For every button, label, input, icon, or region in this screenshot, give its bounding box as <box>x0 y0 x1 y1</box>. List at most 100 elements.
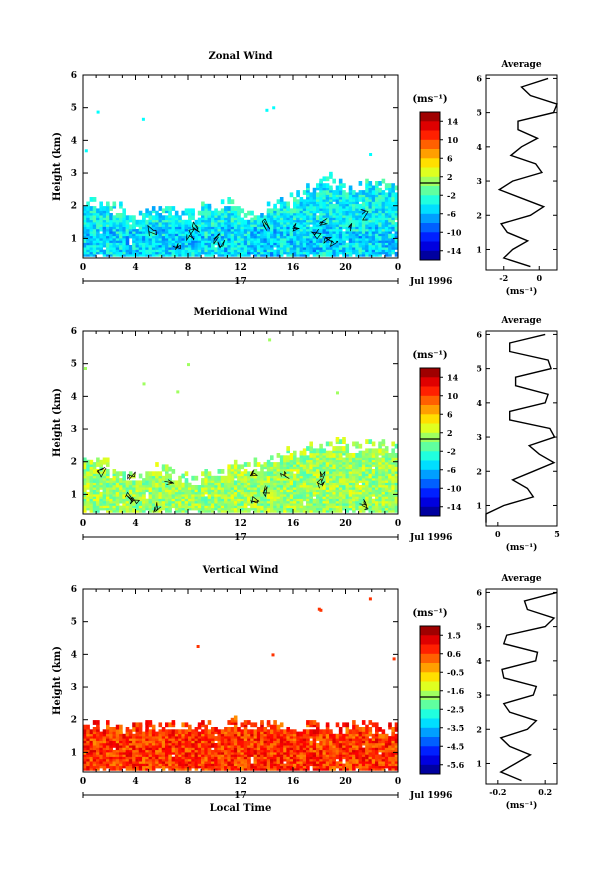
colorbar-segment <box>420 460 440 471</box>
heatmap-cell <box>161 505 166 511</box>
heatmap-cell <box>342 247 346 253</box>
heatmap-cell <box>381 201 386 207</box>
heatmap-cell <box>391 201 395 207</box>
heatmap-cell <box>348 475 353 481</box>
heatmap-cell <box>299 197 304 202</box>
heatmap-cell <box>260 233 264 239</box>
heatmap-cell <box>302 190 307 195</box>
heatmap-cell <box>224 503 228 509</box>
heatmap-cell <box>106 242 110 248</box>
heatmap-cell <box>361 190 366 195</box>
heatmap-cell <box>86 459 90 465</box>
heatmap-cell <box>184 722 189 728</box>
heatmap-cell <box>92 469 97 474</box>
heatmap-cell <box>302 494 307 499</box>
heatmap-cell <box>296 473 300 479</box>
heatmap-cell <box>306 183 310 188</box>
heatmap-cell <box>155 210 159 216</box>
heatmap-cell <box>335 251 340 257</box>
heatmap-cell <box>279 455 284 461</box>
heatmap-cell <box>391 489 395 495</box>
heatmap-cell <box>165 473 169 479</box>
avg-x-tick-label: 0 <box>495 529 501 539</box>
heatmap-cell <box>84 149 88 153</box>
heatmap-cell <box>371 441 376 447</box>
heatmap-cell <box>125 761 130 767</box>
heatmap-cell <box>197 485 202 490</box>
heatmap-cell <box>329 185 333 191</box>
heatmap-cell <box>138 743 143 748</box>
heatmap-cell <box>270 251 274 257</box>
heatmap-cell <box>361 201 366 207</box>
heatmap-cell <box>335 507 340 513</box>
heatmap-cell <box>240 729 245 735</box>
heatmap-cell <box>388 453 392 458</box>
heatmap-cell <box>165 464 169 470</box>
heatmap-cell <box>83 480 87 486</box>
heatmap-cell <box>286 235 290 241</box>
heatmap-cell <box>378 505 382 511</box>
heatmap-cell <box>132 473 136 479</box>
heatmap-cell <box>394 462 399 467</box>
heatmap-cell <box>394 185 399 191</box>
average-unit: (ms⁻¹) <box>506 286 538 297</box>
x-tick-label: 4 <box>132 263 138 273</box>
heatmap-cell <box>270 503 274 509</box>
heatmap-cell <box>145 219 149 225</box>
heatmap-cell <box>335 446 340 451</box>
heatmap-cell <box>253 729 258 735</box>
heatmap-cell <box>263 215 268 221</box>
heatmap-cell <box>125 219 130 225</box>
heatmap-cell <box>165 756 169 762</box>
heatmap-cell <box>322 251 327 257</box>
heatmap-cell <box>332 224 336 230</box>
heatmap-cell <box>151 480 156 486</box>
average-profile-line <box>497 77 558 268</box>
x-tick-label: 8 <box>185 519 191 529</box>
heatmap-cell <box>361 238 366 243</box>
heatmap-cell <box>191 503 195 509</box>
heatmap-cell <box>283 245 287 250</box>
heatmap-cell <box>253 462 258 467</box>
colorbar-tick-label: 6 <box>447 409 453 419</box>
heatmap-cell <box>165 722 169 728</box>
heatmap-cell <box>151 729 156 735</box>
x-tick-label: 8 <box>185 263 191 273</box>
heatmap-cell <box>266 471 271 477</box>
heatmap-cell <box>256 462 261 467</box>
heatmap-cell <box>332 459 336 465</box>
heatmap-cell <box>325 190 330 195</box>
heatmap-cell <box>283 215 287 221</box>
heatmap-cell <box>122 471 126 477</box>
heatmap-cell <box>391 441 395 447</box>
heatmap-cell <box>319 443 323 449</box>
heatmap-cell <box>391 183 395 188</box>
heatmap-cell <box>266 494 271 499</box>
heatmap-cell <box>109 727 113 732</box>
heatmap-cell <box>83 464 87 470</box>
heatmap-cell <box>355 219 359 225</box>
heatmap-cell <box>165 745 169 751</box>
heatmap-cell <box>122 761 126 767</box>
heatmap-cell <box>194 727 199 732</box>
heatmap-cell <box>348 251 353 257</box>
heatmap-cell <box>233 480 238 486</box>
heatmap-cell <box>384 464 389 470</box>
heatmap-cell <box>384 219 389 225</box>
heatmap-cell <box>266 729 271 735</box>
heatmap-cell <box>115 478 120 483</box>
heatmap-cell <box>361 491 366 497</box>
heatmap-cell <box>348 238 353 243</box>
heatmap-cell <box>151 471 156 477</box>
heatmap-cell <box>227 206 231 211</box>
heatmap-cell <box>89 482 94 488</box>
heatmap-cell <box>286 201 290 207</box>
heatmap-cell <box>270 491 274 497</box>
day-label: 17 <box>234 277 247 287</box>
heatmap-cell <box>388 203 392 209</box>
heatmap-cell <box>335 199 340 205</box>
heatmap-cell <box>96 743 100 748</box>
heatmap-cell <box>86 482 90 488</box>
